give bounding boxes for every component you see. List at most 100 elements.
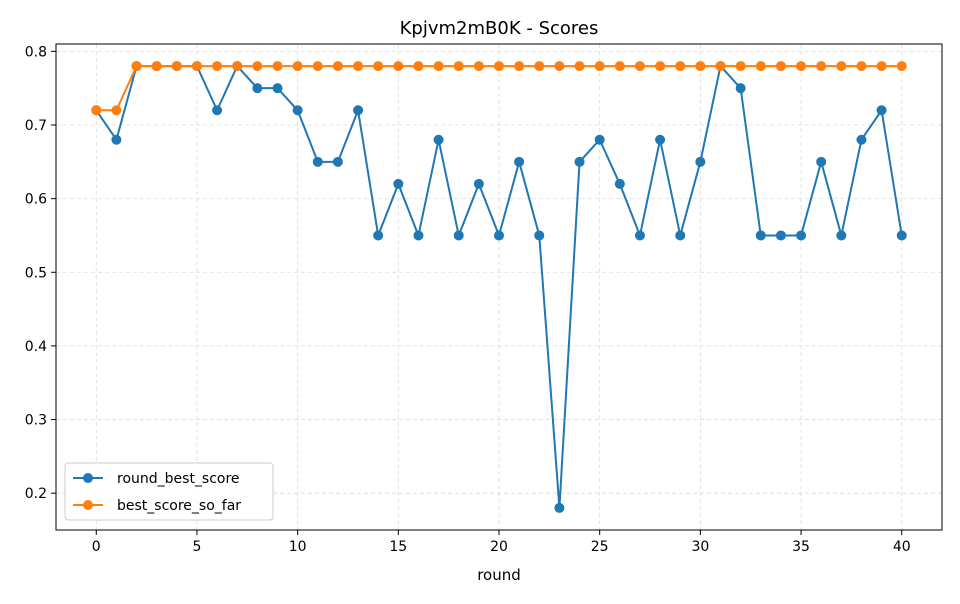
data-point-best-score-so-far xyxy=(453,61,464,72)
data-point-round-best-score xyxy=(896,230,907,241)
data-point-best-score-so-far xyxy=(473,61,484,72)
series-line-round-best-score xyxy=(95,65,903,509)
data-point-best-score-so-far xyxy=(594,61,605,72)
data-point-best-score-so-far xyxy=(292,61,303,72)
data-point-best-score-so-far xyxy=(695,61,706,72)
data-point-best-score-so-far xyxy=(755,61,766,72)
x-tick-label: 40 xyxy=(893,539,911,555)
y-tick-label: 0.7 xyxy=(25,118,47,134)
data-point-best-score-so-far xyxy=(373,61,384,72)
x-axis-label: round xyxy=(477,566,521,584)
data-point-best-score-so-far xyxy=(191,61,202,72)
data-point-round-best-score xyxy=(634,230,645,241)
data-point-round-best-score xyxy=(292,105,303,116)
x-tick-label: 5 xyxy=(192,539,201,555)
data-point-round-best-score xyxy=(735,83,746,94)
data-point-best-score-so-far xyxy=(876,61,887,72)
data-point-round-best-score xyxy=(111,134,122,145)
y-tick-label: 0.3 xyxy=(25,413,47,429)
x-tick-label: 0 xyxy=(92,539,101,555)
data-point-round-best-score xyxy=(655,134,666,145)
x-tick-label: 20 xyxy=(490,539,508,555)
data-point-round-best-score xyxy=(494,230,504,241)
data-point-best-score-so-far xyxy=(534,61,545,72)
data-point-best-score-so-far xyxy=(332,61,343,72)
data-point-round-best-score xyxy=(856,134,867,145)
data-point-round-best-score xyxy=(554,502,565,513)
data-point-best-score-so-far xyxy=(413,61,424,72)
data-point-round-best-score xyxy=(353,105,364,116)
data-point-best-score-so-far xyxy=(614,61,625,72)
data-point-best-score-so-far xyxy=(816,61,827,72)
data-point-round-best-score xyxy=(675,230,686,241)
y-axis-ticks: 0.2 0.3 0.4 0.5 0.6 0.7 0.8 xyxy=(25,44,56,502)
data-point-best-score-so-far xyxy=(131,61,142,72)
x-tick-label: 35 xyxy=(792,539,810,555)
data-point-round-best-score xyxy=(413,230,424,241)
data-point-best-score-so-far xyxy=(171,61,182,72)
data-point-best-score-so-far xyxy=(856,61,867,72)
data-point-round-best-score xyxy=(836,230,847,241)
data-point-round-best-score xyxy=(796,230,807,241)
data-point-best-score-so-far xyxy=(796,61,807,72)
data-point-best-score-so-far xyxy=(91,105,102,116)
data-point-round-best-score xyxy=(594,134,605,145)
data-point-best-score-so-far xyxy=(272,61,283,72)
x-tick-label: 25 xyxy=(591,539,609,555)
data-point-round-best-score xyxy=(514,156,525,167)
data-point-best-score-so-far xyxy=(252,61,263,72)
x-tick-label: 10 xyxy=(289,539,307,555)
data-point-round-best-score xyxy=(876,105,887,116)
data-point-round-best-score xyxy=(574,156,585,167)
data-point-best-score-so-far xyxy=(775,61,786,72)
data-point-best-score-so-far xyxy=(353,61,364,72)
y-tick-label: 0.5 xyxy=(25,265,47,281)
y-tick-label: 0.2 xyxy=(25,486,47,502)
grid xyxy=(56,44,942,530)
data-point-best-score-so-far xyxy=(433,61,444,72)
y-tick-label: 0.4 xyxy=(25,339,47,355)
data-point-round-best-score xyxy=(212,105,223,116)
data-point-round-best-score xyxy=(816,156,827,167)
data-point-round-best-score xyxy=(272,83,283,94)
data-point-best-score-so-far xyxy=(514,61,525,72)
data-point-round-best-score xyxy=(433,134,444,145)
legend-label-best-score-so-far: best_score_so_far xyxy=(117,498,241,514)
legend-swatch-marker-round-best-score xyxy=(83,473,93,483)
data-point-best-score-so-far xyxy=(151,61,162,72)
data-point-best-score-so-far xyxy=(574,61,585,72)
data-point-best-score-so-far xyxy=(554,61,565,72)
data-point-best-score-so-far xyxy=(675,61,686,72)
data-point-round-best-score xyxy=(534,230,545,241)
data-point-best-score-so-far xyxy=(393,61,404,72)
data-point-round-best-score xyxy=(332,156,343,167)
legend-label-round-best-score: round_best_score xyxy=(117,471,240,487)
data-point-round-best-score xyxy=(373,230,384,241)
data-point-best-score-so-far xyxy=(735,61,746,72)
data-point-round-best-score xyxy=(695,156,706,167)
data-point-round-best-score xyxy=(614,178,625,189)
data-point-best-score-so-far xyxy=(715,61,726,72)
data-point-best-score-so-far xyxy=(494,61,504,72)
legend: round_best_score best_score_so_far xyxy=(64,462,274,521)
data-point-best-score-so-far xyxy=(232,61,243,72)
data-point-round-best-score xyxy=(453,230,464,241)
y-tick-label: 0.6 xyxy=(25,192,47,208)
data-point-best-score-so-far xyxy=(312,61,323,72)
data-point-best-score-so-far xyxy=(634,61,645,72)
data-point-round-best-score xyxy=(775,230,786,241)
x-tick-label: 30 xyxy=(691,539,709,555)
x-tick-label: 15 xyxy=(389,539,407,555)
data-point-round-best-score xyxy=(312,156,323,167)
legend-box xyxy=(64,462,274,521)
chart-title: Kpjvm2mB0K - Scores xyxy=(400,18,599,39)
data-point-round-best-score xyxy=(393,178,404,189)
data-point-best-score-so-far xyxy=(212,61,223,72)
data-point-round-best-score xyxy=(473,178,484,189)
data-point-best-score-so-far xyxy=(896,61,907,72)
x-axis-ticks: 0 5 10 15 20 25 30 35 40 xyxy=(92,530,911,555)
series-best-score-so-far xyxy=(91,61,907,116)
data-point-round-best-score xyxy=(755,230,766,241)
data-point-best-score-so-far xyxy=(836,61,847,72)
